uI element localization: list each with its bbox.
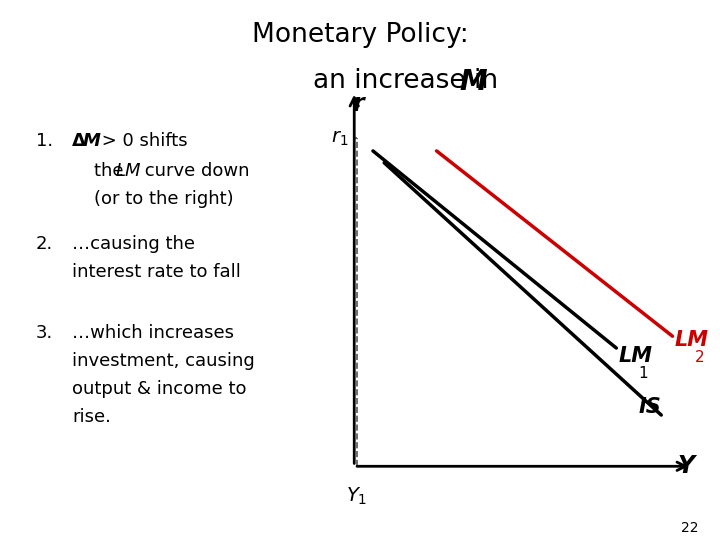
Text: …causing the: …causing the — [72, 235, 195, 253]
Text: $r_1$: $r_1$ — [331, 129, 348, 147]
Text: M: M — [459, 68, 487, 96]
Text: r: r — [352, 92, 364, 116]
Text: interest rate to fall: interest rate to fall — [72, 263, 241, 281]
Text: rise.: rise. — [72, 408, 111, 426]
Text: Monetary Policy:: Monetary Policy: — [251, 22, 469, 48]
Text: > 0 shifts: > 0 shifts — [96, 132, 187, 150]
Text: $Y_1$: $Y_1$ — [346, 486, 368, 507]
Text: the: the — [94, 162, 129, 180]
Text: Y: Y — [677, 454, 694, 478]
Text: output & income to: output & income to — [72, 380, 246, 398]
Text: M: M — [83, 132, 101, 150]
Text: (or to the right): (or to the right) — [94, 190, 233, 208]
Text: an increase in: an increase in — [313, 68, 507, 93]
Text: LM: LM — [675, 330, 708, 350]
Text: 3.: 3. — [36, 324, 53, 342]
Text: curve down: curve down — [139, 162, 249, 180]
Text: IS: IS — [639, 397, 662, 417]
Text: …which increases: …which increases — [72, 324, 234, 342]
Text: LM: LM — [618, 346, 652, 366]
Text: Δ: Δ — [72, 132, 86, 150]
Text: LM: LM — [115, 162, 140, 180]
Text: 1: 1 — [639, 366, 649, 381]
Text: 22: 22 — [681, 521, 698, 535]
Text: 2.: 2. — [36, 235, 53, 253]
Text: investment, causing: investment, causing — [72, 352, 255, 370]
Text: 2: 2 — [695, 350, 705, 366]
Text: 1.: 1. — [36, 132, 53, 150]
